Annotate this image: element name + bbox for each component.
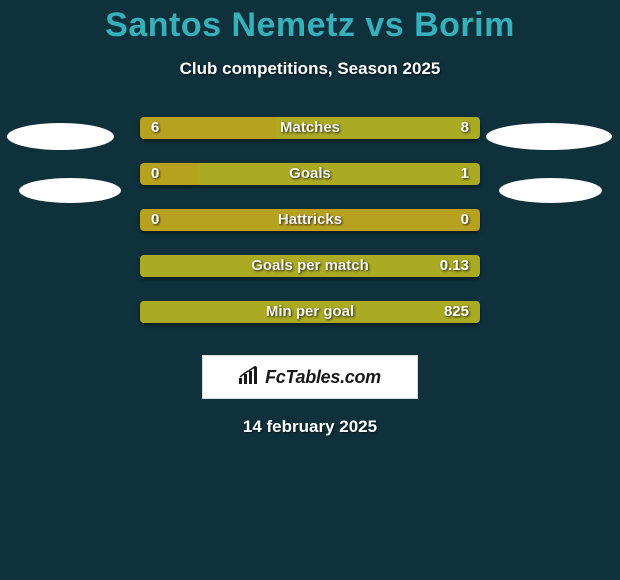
- stat-value-right: 8: [461, 117, 469, 139]
- bar-track: Goals per match0.13: [140, 255, 480, 277]
- stat-label: Min per goal: [140, 301, 480, 323]
- stat-label: Matches: [140, 117, 480, 139]
- right-avatar-oval: [486, 123, 612, 150]
- stat-value-right: 0: [461, 209, 469, 231]
- page-title: Santos Nemetz vs Borim: [0, 0, 620, 45]
- stat-value-right: 0.13: [440, 255, 469, 277]
- stat-value-left: 6: [151, 117, 159, 139]
- stat-value-left: 0: [151, 163, 159, 185]
- brand-label: FcTables.com: [265, 367, 381, 388]
- stat-value-right: 1: [461, 163, 469, 185]
- bar-track: Min per goal825: [140, 301, 480, 323]
- bar-track: Goals0 1: [140, 163, 480, 185]
- stat-row: Hattricks0 0: [0, 209, 620, 255]
- date-label: 14 february 2025: [0, 417, 620, 437]
- left-avatar-oval: [7, 123, 114, 150]
- stat-label: Goals per match: [140, 255, 480, 277]
- comparison-chart: Matches68Goals01Hattricks00Goals per mat…: [0, 117, 620, 347]
- bar-track: Hattricks0 0: [140, 209, 480, 231]
- stat-label: Goals: [140, 163, 480, 185]
- page-subtitle: Club competitions, Season 2025: [0, 59, 620, 79]
- brand-badge[interactable]: FcTables.com: [202, 355, 418, 399]
- stat-row: Goals per match0.13: [0, 255, 620, 301]
- left-avatar-oval: [19, 178, 121, 203]
- stat-value-right: 825: [444, 301, 469, 323]
- brand-chart-icon: [239, 366, 261, 389]
- right-avatar-oval: [499, 178, 602, 203]
- stat-label: Hattricks: [140, 209, 480, 231]
- page-root: Santos Nemetz vs Borim Club competitions…: [0, 0, 620, 580]
- stat-value-left: 0: [151, 209, 159, 231]
- bar-track: Matches6 8: [140, 117, 480, 139]
- stat-row: Min per goal825: [0, 301, 620, 347]
